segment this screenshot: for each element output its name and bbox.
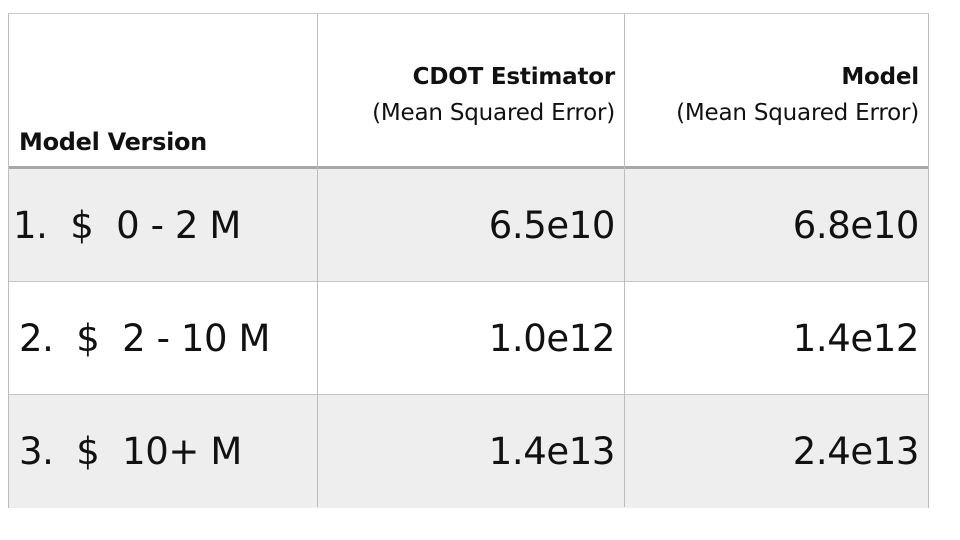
row-model-mse: 2.4e13 [792, 430, 920, 473]
table-row: 3. $ 10+ M 1.4e13 2.4e13 [9, 395, 928, 508]
header-model-subtitle: (Mean Squared Error) [676, 100, 919, 126]
row-model-version: 3. $ 10+ M [19, 430, 242, 473]
row-cdot-mse: 1.0e12 [488, 317, 616, 360]
table-row: 2. $ 2 - 10 M 1.0e12 1.4e12 [9, 282, 928, 395]
row-model-mse: 1.4e12 [792, 317, 920, 360]
table-row: 1. $ 0 - 2 M 6.5e10 6.8e10 [9, 169, 928, 282]
header-cdot-estimator: CDOT Estimator (Mean Squared Error) [318, 59, 624, 131]
column-divider [624, 14, 625, 507]
header-model-title: Model [841, 64, 919, 90]
header-model: Model (Mean Squared Error) [625, 59, 928, 131]
mse-comparison-table: Model Version CDOT Estimator (Mean Squar… [8, 13, 929, 508]
row-model-version: 1. $ 0 - 2 M [13, 204, 241, 247]
row-model-mse: 6.8e10 [792, 204, 920, 247]
header-model-version: Model Version [19, 128, 207, 156]
column-divider [317, 14, 318, 507]
table-header-row: Model Version CDOT Estimator (Mean Squar… [9, 14, 928, 169]
row-cdot-mse: 6.5e10 [488, 204, 616, 247]
row-model-version: 2. $ 2 - 10 M [19, 317, 271, 360]
header-cdot-title: CDOT Estimator [412, 64, 616, 90]
header-cdot-subtitle: (Mean Squared Error) [372, 100, 615, 126]
row-cdot-mse: 1.4e13 [488, 430, 616, 473]
